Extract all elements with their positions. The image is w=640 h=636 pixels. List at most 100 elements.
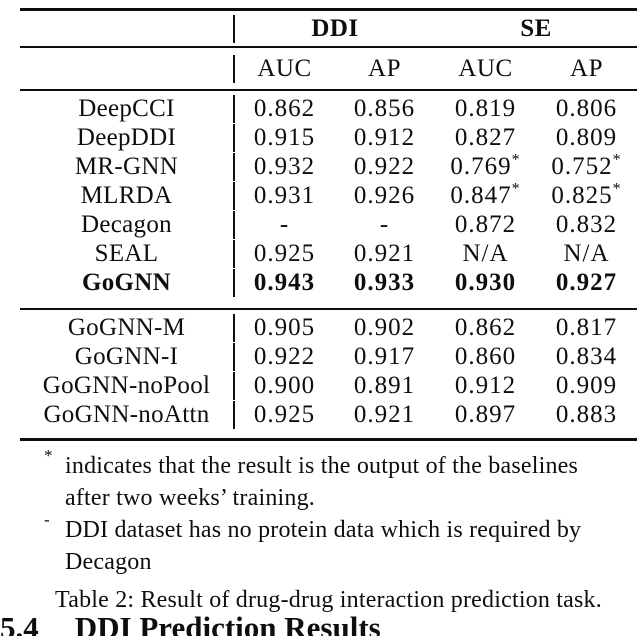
value-cell: 0.930 [454,268,517,296]
value-cell: 0.891 [353,371,416,399]
value-cell: 0.819 [454,94,517,122]
baseline-rows-section: DeepCCI 0.862 0.856 0.819 0.806 DeepDDI 0.915 0… [20,91,637,308]
value-cell: N/A [563,239,610,267]
value-cell: - [379,210,390,238]
method-cell: Decagon [81,210,172,238]
footnote-line: Decagon [65,549,152,575]
subheader-se-ap: AP [570,54,603,82]
value-cell: 0.932 [233,152,334,181]
method-cell: GoGNN [82,268,171,296]
value-cell: 0.927 [555,268,618,296]
table-row: DeepDDI 0.915 0.912 0.827 0.809 [20,123,637,152]
table-row: MLRDA 0.931 0.926 0.847* 0.825* [20,181,637,210]
method-cell: SEAL [94,239,159,267]
table-rule [20,46,637,48]
section-title: DDI Prediction Results [74,610,381,636]
asterisk-marker: * [511,180,521,198]
value-cell: 0.925 [233,239,334,268]
value-cell: 0.900 [233,371,334,400]
footnote-marker: * [44,446,53,465]
footnote-line: DDI dataset has no protein data which is… [65,517,582,543]
asterisk-marker: * [612,180,622,198]
group-header-se: SE [520,14,552,42]
value-cell: 0.917 [353,342,416,370]
method-cell: MR-GNN [74,152,179,180]
value-cell: 0.769* [450,151,521,180]
asterisk-marker: * [612,151,622,169]
value-cell: N/A [462,239,509,267]
value-cell: 0.862 [233,94,334,123]
value-cell: 0.832 [555,210,618,238]
method-cell: MLRDA [80,181,173,209]
subheader-se-auc: AUC [458,54,513,82]
table-group-header-row: DDI SE [20,11,637,46]
value-cell: 0.856 [353,94,416,122]
value-cell: 0.912 [353,123,416,151]
value-cell: 0.922 [233,342,334,371]
value-cell: 0.926 [353,181,416,209]
table-row: GoGNN-noAttn 0.925 0.921 0.897 0.883 [20,400,637,429]
table-row: DeepCCI 0.862 0.856 0.819 0.806 [20,94,637,123]
value-cell: 0.872 [454,210,517,238]
table-bottom-rule [20,438,637,441]
value-cell: 0.909 [555,371,618,399]
value-cell: 0.825* [551,180,622,209]
value-cell: 0.921 [353,239,416,267]
value-cell: 0.933 [353,268,416,296]
value-cell: 0.912 [454,371,517,399]
footnote-marker: - [44,510,50,529]
results-table: DDI SE AUC AP AUC AP DeepCCI 0.862 0.856 0.… [20,0,637,441]
value-cell: 0.925 [233,400,334,429]
ablation-rows-section: GoGNN-M 0.905 0.902 0.862 0.817 GoGNN-I 0.922 0… [20,310,637,438]
value-cell: 0.897 [454,400,517,428]
value-cell: 0.862 [454,313,517,341]
method-cell: GoGNN-noAttn [43,400,210,428]
group-header-ddi: DDI [233,14,435,43]
table-caption: Table 2: Result of drug-drug interaction… [55,587,602,613]
value-cell: 0.834 [555,342,618,370]
table-rule [20,308,637,310]
table-row: GoGNN-I 0.922 0.917 0.860 0.834 [20,342,637,371]
footnote: * indicates that the result is the output… [44,446,631,514]
value-cell: 0.817 [555,313,618,341]
value-cell: 0.860 [454,342,517,370]
value-cell: 0.931 [233,181,334,210]
footnote-line: after two weeks’ training. [65,485,315,511]
value-cell: 0.921 [353,400,416,428]
value-cell: 0.902 [353,313,416,341]
value-cell: 0.915 [233,123,334,152]
table-subheader-row: AUC AP AUC AP [20,48,637,89]
footnote: - DDI dataset has no protein data which i… [44,510,631,578]
value-cell: 0.752* [551,151,622,180]
table-row: SEAL 0.925 0.921 N/A N/A [20,239,637,268]
method-cell: GoGNN-noPool [42,371,211,399]
value-cell: 0.943 [233,268,334,297]
section-number: 5.4 [0,610,39,636]
table-footnotes: * indicates that the result is the output… [0,446,640,578]
value-cell: 0.847* [450,180,521,209]
table-row: MR-GNN 0.932 0.922 0.769* 0.752* [20,152,637,181]
subheader-ddi-ap: AP [368,54,401,82]
footnote-line: indicates that the result is the output … [65,453,579,479]
table-row: GoGNN-noPool 0.900 0.891 0.912 0.909 [20,371,637,400]
table-row: Decagon - - 0.872 0.832 [20,210,637,239]
method-cell: DeepDDI [76,123,177,151]
value-cell: 0.905 [233,313,334,342]
value-cell: 0.883 [555,400,618,428]
table-top-rule [20,8,637,11]
value-cell: 0.809 [555,123,618,151]
value-cell: 0.922 [353,152,416,180]
table-row: GoGNN 0.943 0.933 0.930 0.927 [20,268,637,297]
value-cell: - [233,210,334,239]
method-cell: GoGNN-I [74,342,179,370]
method-cell: GoGNN-M [67,313,186,341]
method-cell: DeepCCI [78,94,175,122]
subheader-ddi-auc: AUC [233,54,334,83]
table-rule [20,89,637,91]
value-cell: 0.806 [555,94,618,122]
table-row: GoGNN-M 0.905 0.902 0.862 0.817 [20,313,637,342]
section-heading: 5.4 DDI Prediction Results [0,611,381,636]
asterisk-marker: * [511,151,521,169]
value-cell: 0.827 [454,123,517,151]
